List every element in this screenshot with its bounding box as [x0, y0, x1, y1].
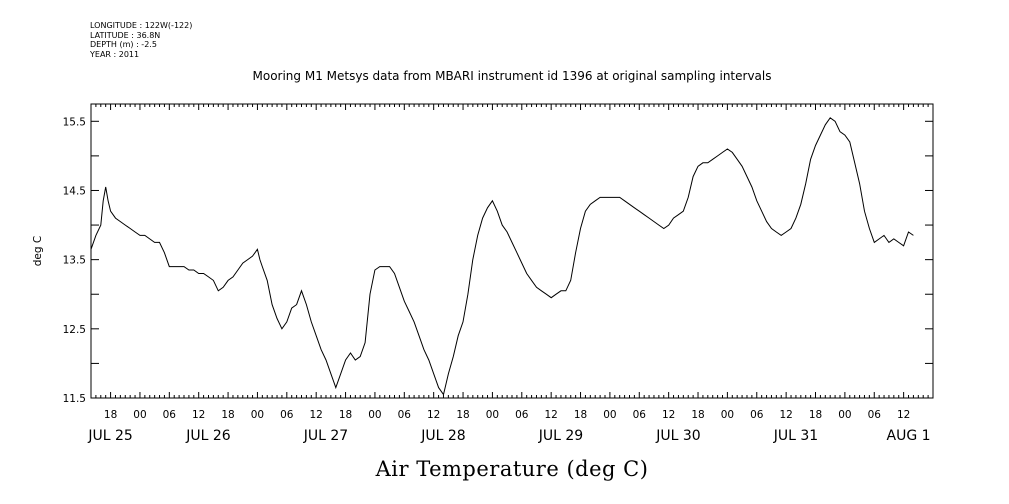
x-hour-label: 12 — [779, 409, 792, 421]
x-hour-label: 00 — [721, 409, 734, 421]
x-day-label: JUL 26 — [185, 428, 231, 444]
x-hour-label: 00 — [486, 409, 499, 421]
x-day-label: JUL 30 — [655, 428, 700, 444]
series-line — [90, 117, 914, 396]
x-hour-label: 06 — [633, 409, 647, 421]
x-hour-label: 06 — [163, 409, 177, 421]
x-hour-label: 18 — [221, 409, 234, 421]
x-day-label: JUL 28 — [420, 428, 465, 444]
depth-text: DEPTH (m) : -2.5 — [90, 40, 157, 49]
x-hour-label: 12 — [192, 409, 205, 421]
x-day-label: AUG 1 — [887, 428, 931, 444]
x-hour-label: 18 — [339, 409, 352, 421]
x-hour-label: 12 — [662, 409, 675, 421]
x-day-label: JUL 29 — [538, 428, 583, 444]
x-hour-label: 12 — [427, 409, 440, 421]
y-tick-label: 15.5 — [63, 116, 86, 128]
x-day-label: JUL 25 — [87, 428, 132, 444]
x-hour-label: 06 — [750, 409, 764, 421]
longitude-text: LONGITUDE : 122W(-122) — [90, 21, 193, 30]
y-tick-label: 13.5 — [63, 255, 86, 267]
x-hour-label: 00 — [603, 409, 616, 421]
x-hour-label: 06 — [515, 409, 529, 421]
year-text: YEAR : 2011 — [90, 49, 140, 59]
x-hour-label: 18 — [456, 409, 469, 421]
plot-title: Mooring M1 Metsys data from MBARI instru… — [253, 69, 772, 83]
x-hour-label: 00 — [251, 409, 264, 421]
x-axis: 18 00 06 12 18 00 06 12 18 00 06 12 18 00 06 12 18 00 06 12… — [87, 104, 934, 444]
metadata-block: LONGITUDE : 122W(-122) LATITUDE : 36.8N … — [90, 21, 192, 59]
x-day-label: JUL 27 — [303, 428, 348, 444]
y-axis-label: deg C — [32, 236, 44, 266]
latitude-text: LATITUDE : 36.8N — [90, 30, 161, 40]
x-hour-label: 18 — [809, 409, 822, 421]
x-hour-label: 18 — [691, 409, 704, 421]
x-hour-label: 00 — [838, 409, 851, 421]
x-day-label: JUL 31 — [773, 428, 818, 444]
y-tick-label: 12.5 — [63, 324, 86, 336]
x-hour-label: 00 — [368, 409, 381, 421]
plot-frame — [90, 103, 934, 399]
y-tick-label: 11.5 — [63, 393, 86, 405]
x-hour-label: 12 — [544, 409, 557, 421]
x-hour-label: 18 — [574, 409, 587, 421]
x-hour-label: 12 — [897, 409, 910, 421]
y-axis: 11.5 12.5 13.5 14.5 15.5 — [63, 116, 933, 405]
x-hour-label: 06 — [868, 409, 882, 421]
x-hour-label: 06 — [398, 409, 412, 421]
x-hour-label: 12 — [309, 409, 322, 421]
x-hour-label: 18 — [104, 409, 117, 421]
y-tick-label: 14.5 — [63, 185, 86, 197]
x-hour-label: 00 — [133, 409, 146, 421]
x-axis-title: Air Temperature (deg C) — [375, 457, 649, 481]
x-hour-label: 06 — [280, 409, 294, 421]
